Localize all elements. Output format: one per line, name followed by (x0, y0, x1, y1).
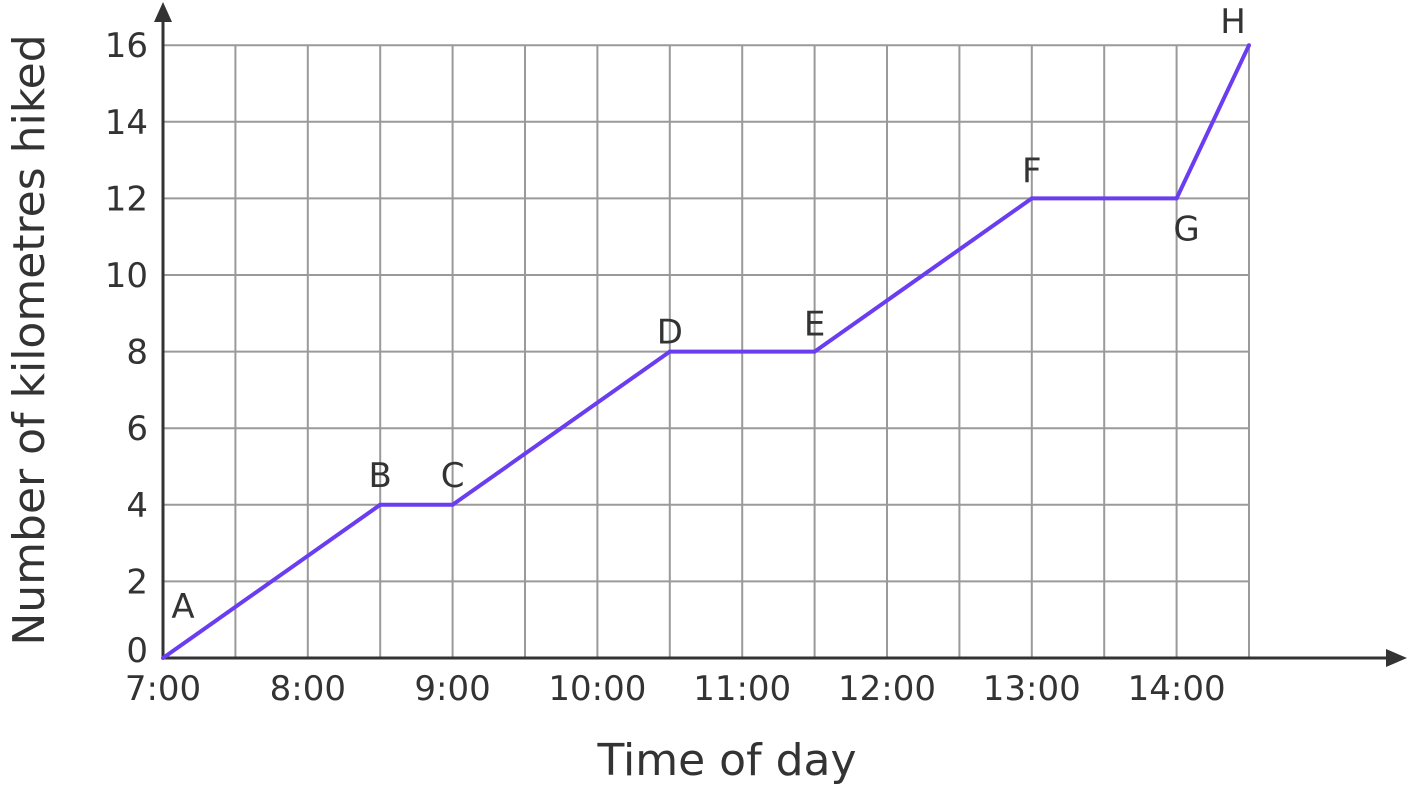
data-point-e (812, 349, 817, 354)
data-point-d (667, 349, 672, 354)
x-tick-label: 8:00 (270, 669, 346, 709)
y-tick-label: 14 (105, 103, 148, 143)
data-point-b (378, 502, 383, 507)
data-point-a (161, 656, 165, 660)
x-tick-labels: 7:00 8:00 9:00 10:00 11:00 12:00 13:00 14:00 (125, 669, 1226, 709)
data-point-c (450, 502, 455, 507)
point-label-f: F (1022, 151, 1042, 191)
y-tick-label: 6 (126, 409, 148, 449)
x-tick-label: 14:00 (1128, 669, 1226, 709)
point-label-c: C (441, 456, 465, 496)
point-label-a: A (171, 587, 194, 627)
point-label-d: D (657, 313, 683, 353)
y-axis-title: Number of kilometres hiked (4, 34, 55, 645)
x-tick-label: 7:00 (125, 669, 201, 709)
data-point-h (1247, 43, 1251, 48)
y-tick-label: 2 (126, 562, 148, 602)
point-label-b: B (369, 456, 392, 496)
series (161, 43, 1251, 660)
y-tick-label: 12 (105, 179, 148, 219)
point-label-h: H (1220, 2, 1246, 42)
y-axis-arrow (154, 2, 172, 22)
x-tick-label: 13:00 (983, 669, 1081, 709)
point-label-g: G (1173, 209, 1199, 249)
x-axis-arrow (1386, 649, 1407, 667)
x-tick-label: 9:00 (414, 669, 490, 709)
grid (163, 44, 1250, 658)
y-tick-label: 8 (126, 333, 148, 373)
x-axis-title: Time of day (597, 735, 857, 786)
y-tick-label: 16 (105, 26, 148, 66)
y-tick-labels: 0 2 4 6 8 10 12 14 16 (105, 26, 148, 671)
x-tick-label: 10:00 (548, 669, 646, 709)
axes (154, 2, 1407, 667)
data-point-g (1174, 196, 1179, 201)
x-tick-label: 12:00 (838, 669, 936, 709)
point-labels: A B C D E F G H (171, 2, 1245, 627)
y-tick-label: 10 (105, 256, 148, 296)
series-line (161, 44, 1251, 660)
data-point-f (1029, 196, 1034, 201)
y-tick-label: 0 (126, 631, 148, 671)
x-tick-label: 11:00 (693, 669, 791, 709)
y-tick-label: 4 (126, 486, 148, 526)
point-label-e: E (804, 305, 825, 345)
